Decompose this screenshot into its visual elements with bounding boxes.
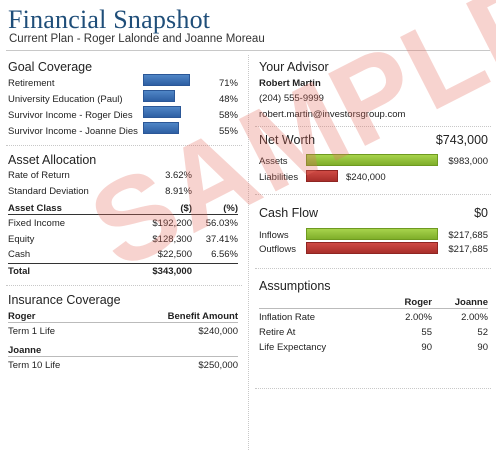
section-divider — [6, 145, 242, 146]
assumption-roger: 2.00% — [405, 312, 432, 323]
assumptions-col-joanne: Joanne — [454, 297, 488, 308]
liabilities-label: Liabilities — [259, 172, 299, 183]
insurance-rule — [8, 356, 238, 357]
goal-label: University Education (Paul) — [8, 94, 123, 105]
section-divider — [255, 268, 491, 269]
section-divider — [255, 126, 491, 127]
assumption-joanne: 90 — [477, 342, 488, 353]
asset-row-label: Fixed Income — [8, 218, 66, 229]
policy-label: Term 1 Life — [8, 326, 55, 337]
insured-name: Roger — [8, 311, 36, 322]
asset-row-pct: 6.56% — [211, 249, 238, 260]
asset-amount-header: ($) — [180, 203, 192, 214]
assumption-roger: 55 — [421, 327, 432, 338]
assumption-label: Life Expectancy — [259, 342, 327, 353]
section-divider — [255, 194, 491, 195]
liabilities-bar — [306, 170, 338, 182]
assumption-joanne: 52 — [477, 327, 488, 338]
page-title: Financial Snapshot — [8, 5, 211, 34]
section-divider — [6, 285, 242, 286]
inflows-value: $217,685 — [448, 230, 488, 241]
assets-label: Assets — [259, 156, 288, 167]
inflows-label: Inflows — [259, 230, 289, 241]
net-worth-value: $743,000 — [435, 133, 488, 147]
assumptions-title: Assumptions — [259, 279, 331, 293]
asset-total-rule — [8, 263, 238, 264]
net-worth-title: Net Worth — [259, 133, 316, 147]
asset-allocation-title: Asset Allocation — [8, 153, 97, 167]
asset-total-label: Total — [8, 266, 30, 277]
policy-amount: $240,000 — [198, 326, 238, 337]
cash-flow-value: $0 — [474, 206, 488, 220]
asset-row-pct: 56.03% — [205, 218, 238, 229]
goal-percent: 71% — [218, 78, 238, 89]
assets-value: $983,000 — [448, 156, 488, 167]
rate-of-return-value: 3.62% — [165, 170, 192, 181]
asset-row-amount: $22,500 — [157, 249, 192, 260]
benefit-amount-header: Benefit Amount — [167, 311, 238, 322]
assumption-roger: 90 — [421, 342, 432, 353]
rate-of-return-label: Rate of Return — [8, 170, 70, 181]
goal-bar-retirement — [143, 74, 190, 86]
asset-header-rule — [8, 214, 238, 215]
goal-label: Retirement — [8, 78, 55, 89]
outflows-bar — [306, 242, 438, 254]
inflows-bar — [306, 228, 438, 240]
cash-flow-title: Cash Flow — [259, 206, 319, 220]
std-dev-value: 8.91% — [165, 186, 192, 197]
advisor-name: Robert Martin — [259, 78, 321, 89]
insured-name: Joanne — [8, 345, 42, 356]
asset-row-amount: $192,200 — [152, 218, 192, 229]
policy-amount: $250,000 — [198, 360, 238, 371]
asset-total-value: $343,000 — [152, 266, 192, 277]
assumptions-col-roger: Roger — [404, 297, 432, 308]
asset-row-amount: $128,300 — [152, 234, 192, 245]
advisor-email[interactable]: robert.martin@investorsgroup.com — [259, 109, 406, 120]
goal-percent: 55% — [218, 126, 238, 137]
outflows-value: $217,685 — [448, 244, 488, 255]
assumption-label: Inflation Rate — [259, 312, 315, 323]
column-divider — [248, 55, 249, 450]
insurance-title: Insurance Coverage — [8, 293, 121, 307]
goal-percent: 48% — [218, 94, 238, 105]
asset-pct-header: (%) — [223, 203, 238, 214]
liabilities-value: $240,000 — [346, 172, 386, 183]
assets-bar — [306, 154, 438, 166]
outflows-label: Outflows — [259, 244, 296, 255]
goal-bar-education — [143, 90, 175, 102]
advisor-phone: (204) 555-9999 — [259, 93, 324, 104]
insurance-rule — [8, 322, 238, 323]
advisor-title: Your Advisor — [259, 60, 329, 74]
assumptions-rule — [259, 308, 488, 309]
goal-coverage-title: Goal Coverage — [8, 60, 93, 74]
goal-bar-survivor-roger — [143, 106, 181, 118]
page-subtitle: Current Plan - Roger Lalonde and Joanne … — [9, 33, 265, 45]
assumption-joanne: 2.00% — [461, 312, 488, 323]
goal-bar-survivor-joanne — [143, 122, 179, 134]
std-dev-label: Standard Deviation — [8, 186, 89, 197]
section-divider — [255, 388, 491, 389]
asset-row-label: Equity — [8, 234, 35, 245]
asset-row-pct: 37.41% — [205, 234, 238, 245]
asset-class-header: Asset Class — [8, 203, 62, 214]
goal-percent: 58% — [218, 110, 238, 121]
assumption-label: Retire At — [259, 327, 296, 338]
policy-label: Term 10 Life — [8, 360, 61, 371]
goal-label: Survivor Income - Joanne Dies — [8, 126, 138, 137]
header-divider — [6, 50, 490, 51]
asset-row-label: Cash — [8, 249, 31, 260]
goal-label: Survivor Income - Roger Dies — [8, 110, 133, 121]
